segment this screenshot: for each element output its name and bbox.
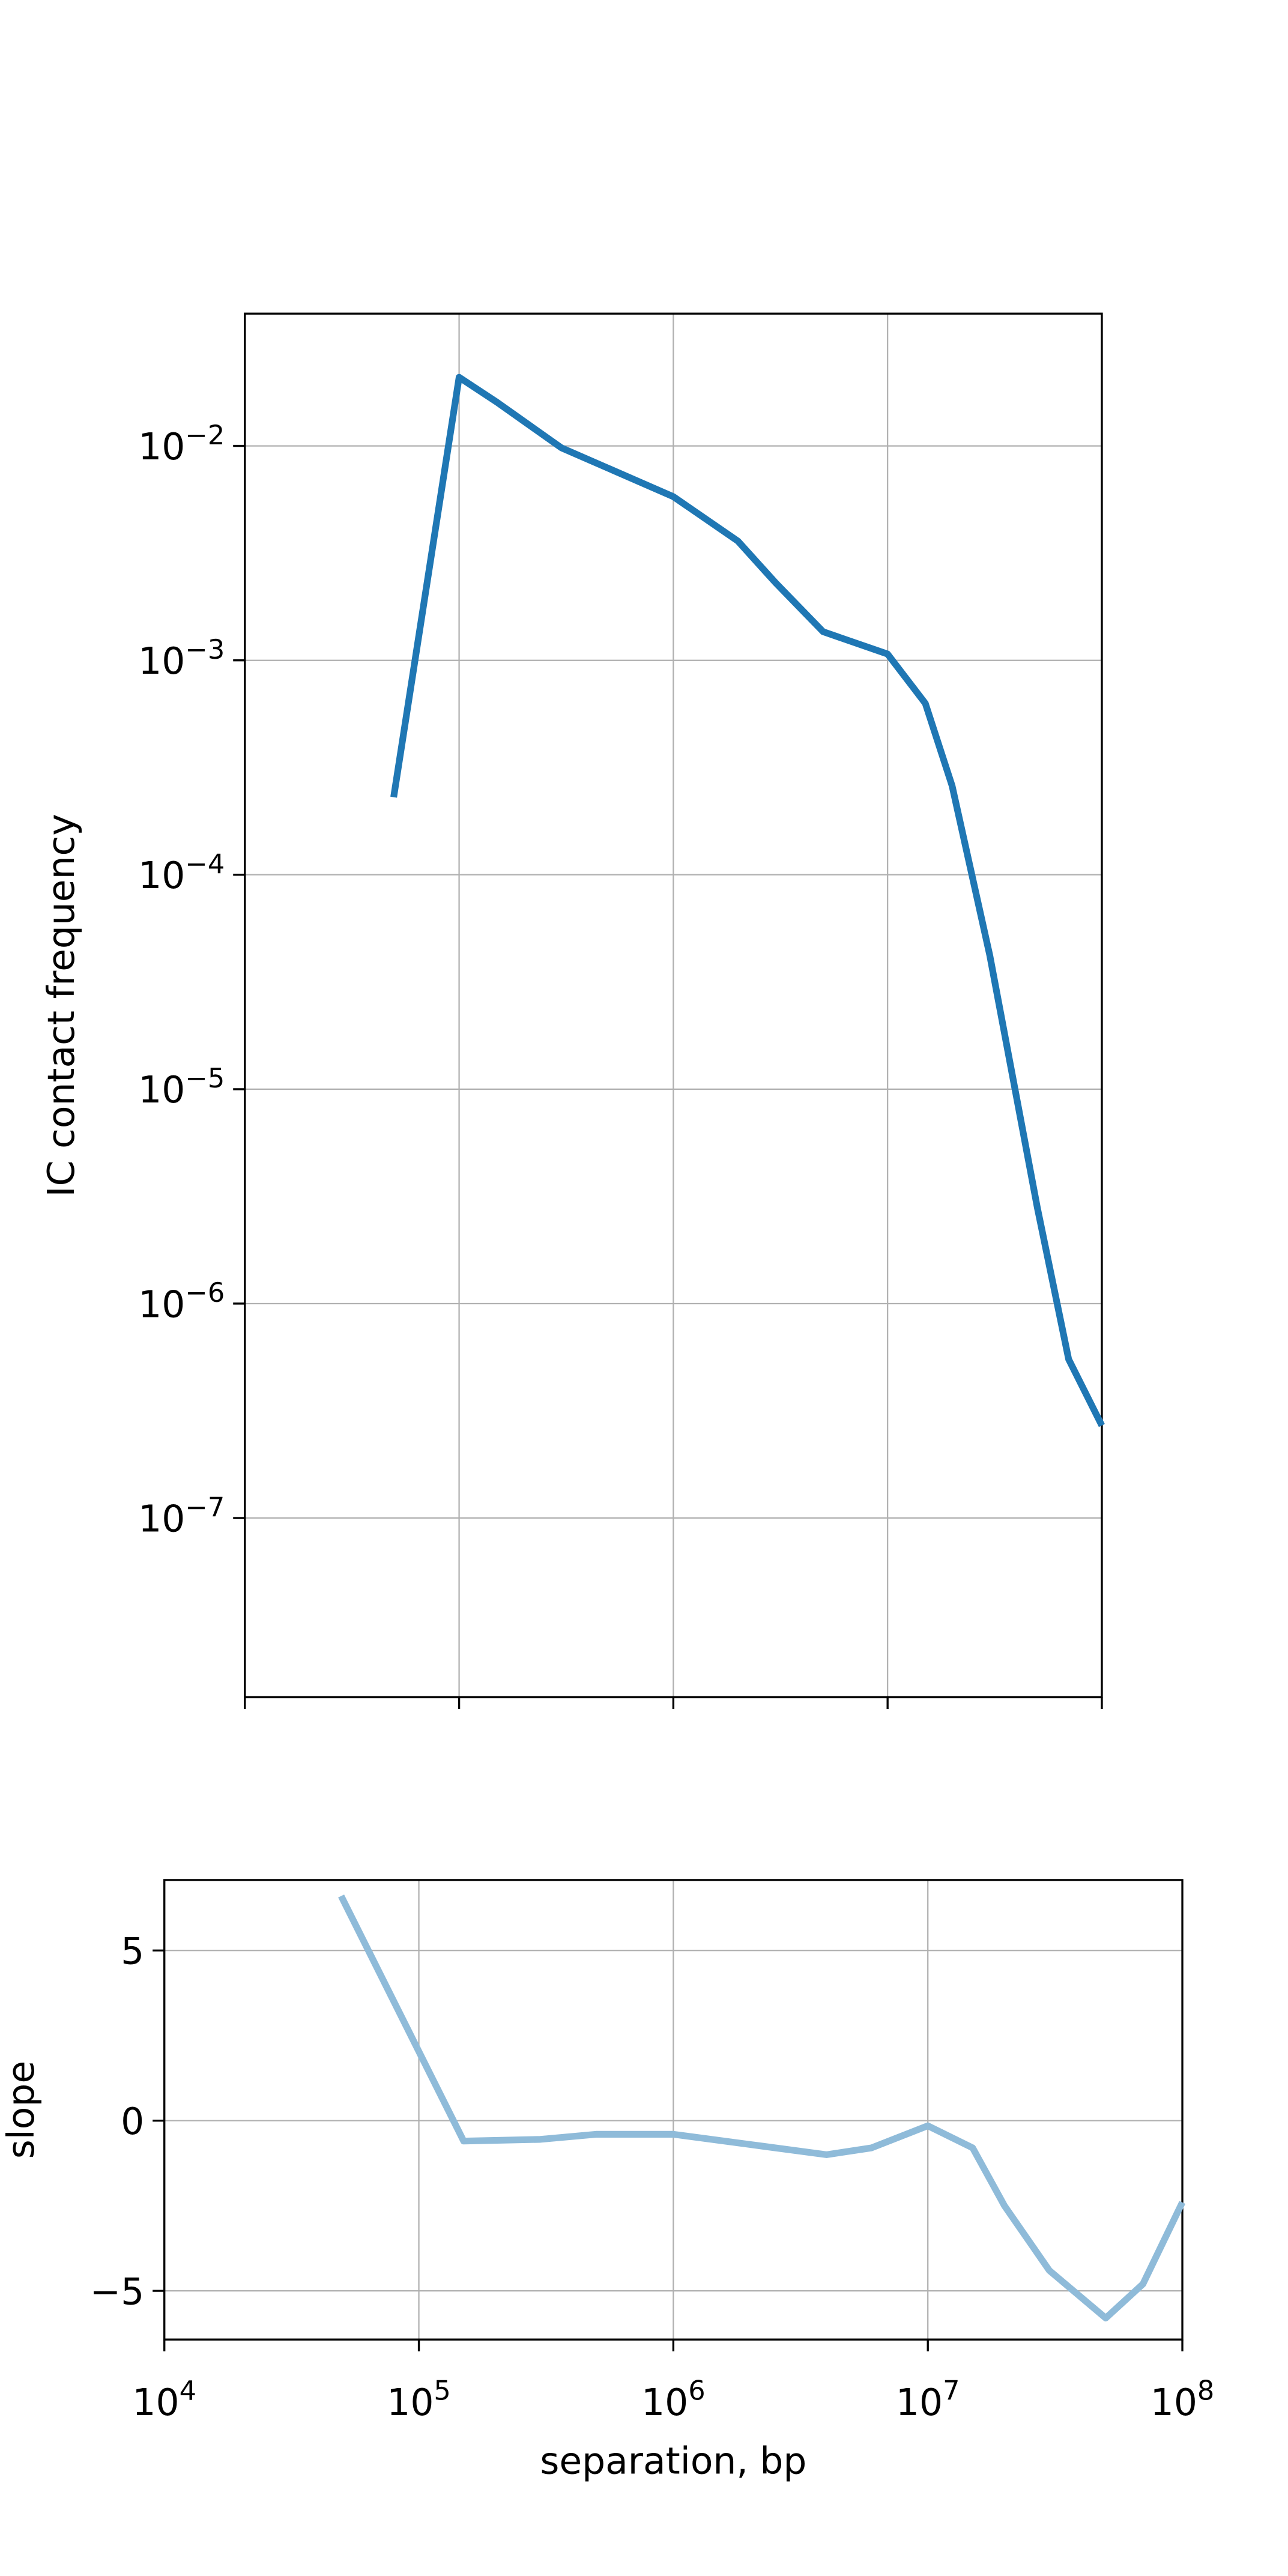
tick-base: 10: [138, 640, 185, 683]
tick-base: 10: [138, 854, 185, 897]
data-line: [338, 1894, 1186, 2322]
tick-exponent: 4: [180, 2375, 196, 2407]
y-tick-label: 10−3: [138, 634, 225, 683]
y-tick-label: 10−2: [138, 420, 225, 468]
y-tick-label: 0: [121, 2100, 144, 2143]
y-tick-label: 5: [121, 1930, 144, 1973]
y-axis-label: slope: [0, 2061, 43, 2159]
tick-exponent: 5: [434, 2375, 450, 2407]
y-tick-label: 10−5: [138, 1063, 225, 1111]
x-axis-label: separation, bp: [540, 2440, 806, 2483]
tick-exponent: −7: [185, 1492, 225, 1523]
y-tick-label: 10−7: [138, 1492, 225, 1540]
y-tick-label: 10−4: [138, 848, 225, 897]
tick-exponent: 6: [688, 2375, 705, 2407]
y-axis-label: IC contact frequency: [40, 814, 83, 1197]
tick-base: 10: [138, 426, 185, 468]
axes-frame: [163, 1879, 1184, 2341]
tick-base: 10: [138, 1283, 185, 1326]
tick-base: 10: [896, 2381, 943, 2424]
tick-base: −5: [90, 2270, 145, 2313]
tick-exponent: 7: [943, 2375, 960, 2407]
tick-exponent: −3: [185, 634, 225, 665]
tick-exponent: −6: [185, 1277, 225, 1308]
tick-base: 10: [1150, 2381, 1197, 2424]
tick-exponent: 8: [1197, 2375, 1214, 2407]
tick-exponent: −2: [185, 420, 225, 451]
x-tick-label: 107: [896, 2375, 960, 2424]
tick-base: 10: [641, 2381, 688, 2424]
tick-base: 10: [138, 1069, 185, 1111]
x-tick-label: 105: [387, 2375, 451, 2424]
tick-base: 10: [387, 2381, 434, 2424]
x-tick-label: 108: [1150, 2375, 1215, 2424]
tick-base: 10: [138, 1498, 185, 1540]
y-tick-label: 10−6: [138, 1277, 225, 1326]
x-tick-label: 104: [132, 2375, 196, 2424]
tick-exponent: −5: [185, 1063, 225, 1094]
axes-frame: [244, 312, 1103, 1699]
x-tick-label: 106: [641, 2375, 706, 2424]
tick-base: 10: [132, 2381, 179, 2424]
data-line: [390, 373, 1105, 1427]
y-tick-label: −5: [90, 2270, 145, 2313]
tick-exponent: −4: [185, 848, 225, 880]
